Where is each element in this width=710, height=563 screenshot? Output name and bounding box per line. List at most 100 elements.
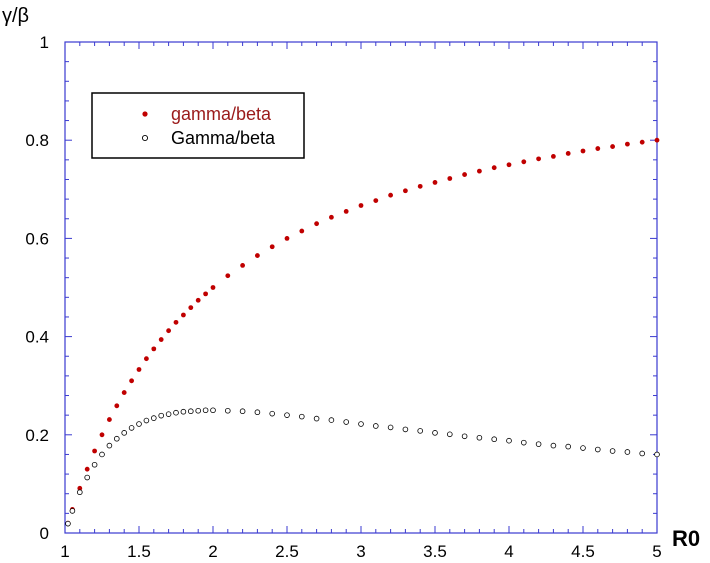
data-point [388,192,393,198]
data-point [151,346,157,352]
data-point [417,428,424,434]
data-point [654,137,660,143]
series-Gamma-beta [65,407,660,527]
x-tick-label: 4.5 [571,542,595,561]
y-tick-label: 0.4 [25,328,49,347]
x-axis-label: R0 [672,526,700,551]
x-tick-label: 4 [504,542,513,561]
data-point [269,410,276,417]
data-point [240,263,246,268]
y-tick-label: 0.6 [25,229,49,248]
data-point [239,408,246,415]
legend: gamma/beta Gamma/beta [91,92,305,159]
data-point [520,439,527,446]
data-point [69,508,76,514]
data-point [107,417,112,422]
data-point [565,151,571,156]
data-point [654,451,660,458]
x-tick-label: 1.5 [127,542,151,561]
x-tick-label: 2.5 [275,542,299,561]
data-point [106,442,113,449]
data-point [114,403,120,409]
data-point [536,156,541,162]
series-gamma-beta [65,137,660,526]
data-point [329,214,334,220]
ticks-group: 1 1.5 2 2.5 3 3.5 4 4.5 5 0 0.2 0.4 0.6 0.8 1 [25,33,661,561]
data-point [387,424,394,431]
y-tick-label: 0.8 [25,131,49,150]
data-point [565,443,571,450]
data-point [432,180,438,185]
y-tick-label: 0.2 [25,426,49,445]
data-point [284,236,290,241]
data-point [446,431,453,438]
data-point [491,436,498,443]
data-point [625,141,630,147]
data-point [551,154,556,159]
data-point [77,489,83,496]
data-point [144,356,149,362]
legend-label-Gamma-beta: Gamma/beta [171,128,276,148]
y-axis-label: γ/β [2,5,29,27]
data-point [477,168,482,174]
data-point [506,162,512,168]
data-point [173,319,179,325]
data-point [550,442,557,449]
data-point [121,390,127,395]
data-point [91,461,98,468]
data-point [298,413,305,420]
data-point [129,378,135,384]
data-point [462,172,467,177]
data-point [595,146,601,151]
data-point [188,305,194,311]
data-point [580,445,586,451]
data-point [158,337,164,342]
data-point [92,448,97,454]
data-point [158,412,165,419]
data-point [403,188,408,194]
data-point [313,415,320,422]
data-point [314,221,319,227]
data-point [255,253,260,258]
data-point [624,449,631,455]
data-point [84,474,90,481]
data-point [165,411,172,417]
data-point [181,312,186,318]
data-point [84,466,90,472]
data-point [639,450,645,457]
data-point [639,139,645,145]
series-group [65,137,660,527]
y-tick-label: 0 [40,524,49,543]
data-point [432,430,438,436]
data-point [195,407,202,414]
legend-box [91,92,305,159]
data-point [610,144,615,149]
data-point [580,148,586,154]
data-point [521,159,527,165]
data-point [343,208,349,214]
data-point [609,448,616,454]
data-point [195,297,201,303]
data-point [65,520,71,527]
data-point [535,441,542,447]
data-point [121,430,127,436]
data-point [358,421,364,427]
data-point [373,198,379,203]
legend-label-gamma-beta: gamma/beta [171,104,272,124]
data-point [151,415,157,421]
data-point [372,423,379,429]
x-tick-label: 2 [208,542,217,561]
legend-marker-gamma-beta [142,111,148,117]
data-point [225,407,231,414]
data-point [461,433,468,440]
data-point [203,291,209,297]
data-point [343,419,350,425]
data-point [114,435,120,442]
x-tick-label: 3.5 [423,542,447,561]
data-point [491,165,497,171]
x-tick-label: 5 [652,542,661,561]
data-point [210,285,216,290]
data-point [358,203,364,208]
data-point [447,176,453,181]
